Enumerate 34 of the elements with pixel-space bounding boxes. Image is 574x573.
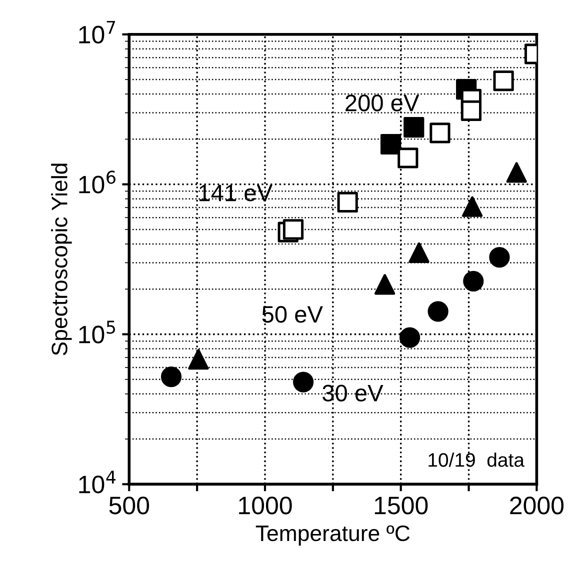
y-tick-label: 10$^{4}$ (79, 470, 116, 494)
annotation: 30 eV (322, 384, 384, 402)
point (398, 148, 418, 168)
y-axis-title: Spectroscopic Yield (51, 164, 72, 356)
y-tick-label: 10$^{7}$ (79, 20, 116, 44)
annotation: 200 eV (346, 94, 420, 112)
point (430, 122, 450, 144)
point (380, 134, 402, 155)
point (462, 196, 483, 217)
point (188, 349, 209, 370)
point (404, 117, 424, 138)
point (282, 219, 304, 240)
point (160, 366, 182, 388)
point (460, 100, 482, 121)
point (506, 162, 527, 183)
point (428, 301, 448, 322)
x-axis-title: Temperature ºC (256, 525, 410, 546)
point (293, 372, 314, 392)
point (374, 274, 396, 295)
y-tick-label: 10$^{5}$ (79, 320, 115, 344)
annotation: 10/19 data (428, 452, 524, 467)
x-tick-label: 1500 (374, 496, 428, 514)
annotation: 141 eV (199, 184, 272, 202)
x-tick-label: 1000 (239, 496, 292, 514)
x-tick-label: 2000 (510, 496, 564, 514)
point (463, 270, 484, 292)
annotation: 50 eV (262, 306, 323, 323)
point (400, 327, 420, 348)
point (337, 192, 358, 212)
point (489, 246, 510, 268)
point (408, 242, 430, 263)
point (493, 70, 514, 92)
x-tick-label: 500 (109, 496, 150, 514)
y-tick-label: 10$^{6}$ (79, 170, 116, 194)
